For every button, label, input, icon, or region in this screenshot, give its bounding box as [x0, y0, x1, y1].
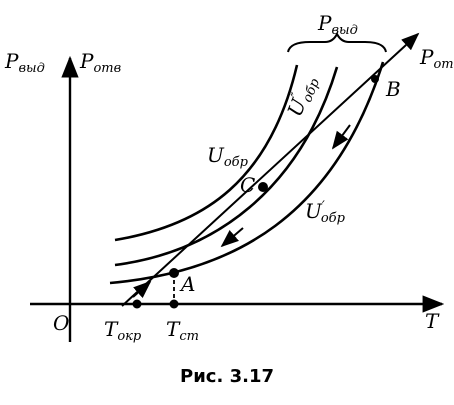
point-c-label: C [240, 173, 255, 197]
t-env-dot [132, 299, 142, 309]
point-a-label: A [179, 272, 195, 296]
y-axis-label-p-otv: Pотв [79, 49, 121, 76]
direction-arrow-upper [331, 124, 351, 150]
line-label: Pот [419, 45, 454, 72]
curve-label-u-obr-double-prime: U″обр [282, 71, 323, 121]
curve-u-obr-double-prime [114, 66, 339, 267]
point-b-dot [371, 75, 379, 83]
brace-label: Pвыд [317, 11, 358, 38]
direction-arrow-lower [220, 227, 244, 248]
x-axis-label: T [425, 309, 440, 333]
point-c-dot [258, 182, 268, 192]
curve-u-obr [114, 64, 299, 242]
point-b-label: B [385, 77, 401, 101]
point-a-dot [169, 268, 179, 278]
t-st-dot [169, 299, 179, 309]
t-env-label: Tокр [104, 317, 142, 344]
curve-label-u-obr-prime: U′ обр [305, 199, 346, 226]
brace [287, 31, 387, 53]
direction-arrow-left [132, 280, 152, 299]
figure-caption: Рис. 3.17 [180, 366, 274, 387]
heat-removal-line [121, 32, 420, 307]
curve-label-u-obr: Uобр [207, 143, 249, 170]
t-st-label: Tст [166, 317, 199, 344]
curve-u-obr-prime [109, 61, 385, 285]
origin-label: O [53, 311, 69, 335]
y-axis-label-p-vyd: Pвыд [4, 49, 45, 76]
